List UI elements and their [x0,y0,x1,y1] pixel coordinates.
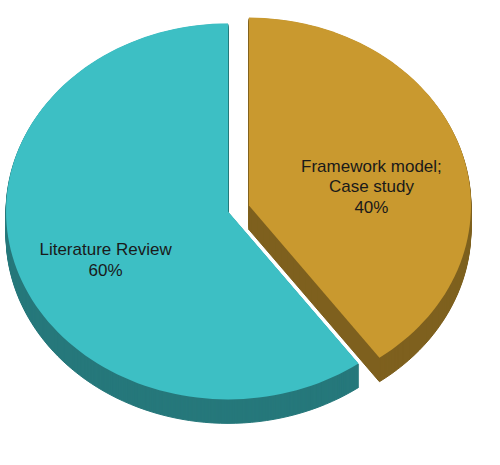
svg-text:Literature Review60%: Literature Review60% [39,240,172,279]
svg-text:Framework model;Case study40%: Framework model;Case study40% [301,157,442,217]
